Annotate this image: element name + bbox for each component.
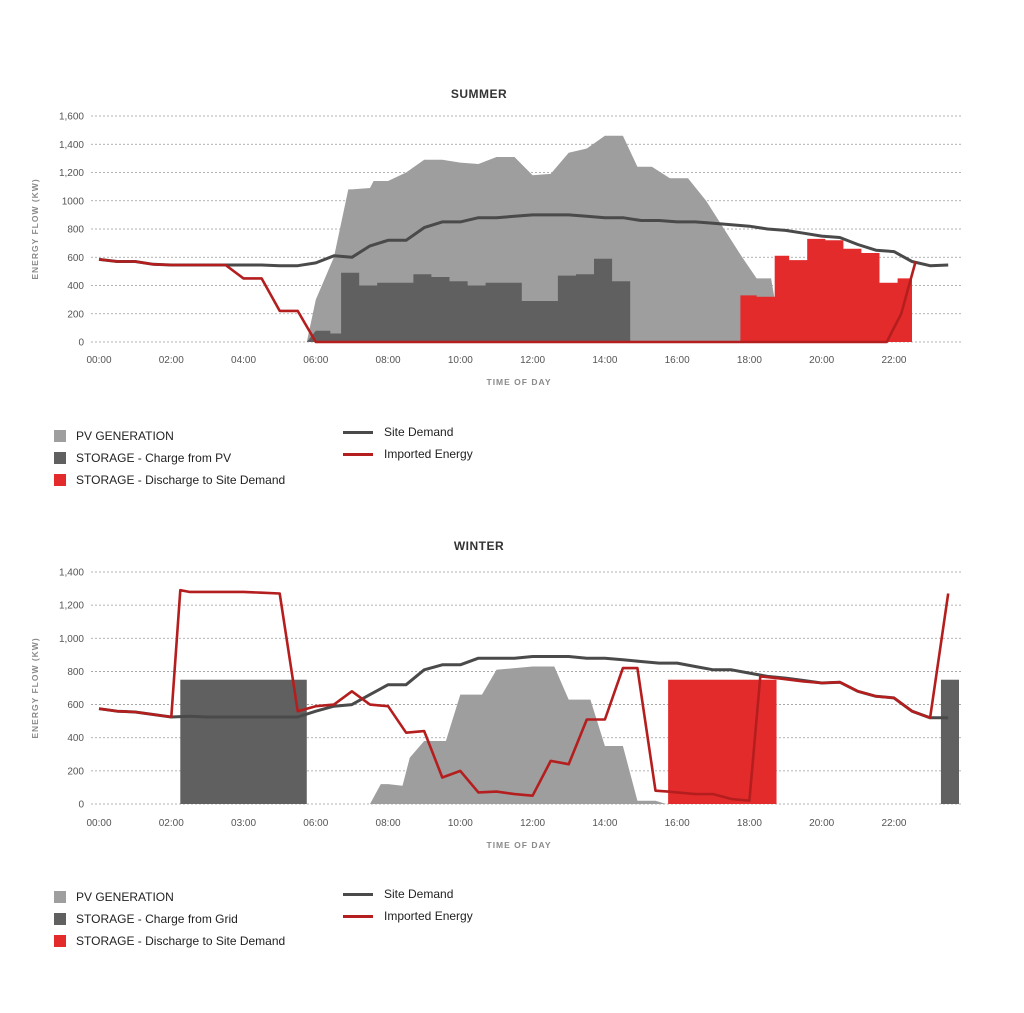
chart-title: SUMMER bbox=[451, 87, 507, 101]
y-tick-label: 1,400 bbox=[59, 568, 84, 579]
x-tick-label: 00:00 bbox=[86, 355, 111, 366]
y-tick-label: 400 bbox=[67, 281, 84, 292]
storage-discharge-area bbox=[740, 238, 912, 342]
x-tick-label: 12:00 bbox=[520, 355, 545, 366]
x-tick-label: 22:00 bbox=[881, 818, 906, 829]
legend-label: Site Demand bbox=[384, 887, 454, 901]
y-tick-label: 0 bbox=[78, 800, 84, 811]
y-tick-label: 1,000 bbox=[59, 634, 84, 645]
legend-line-imported-energy bbox=[343, 452, 373, 456]
legend-item-storage-charge: STORAGE - Charge from PV bbox=[54, 447, 285, 469]
legend-label: Imported Energy bbox=[384, 447, 473, 461]
legend-line-imported-energy bbox=[343, 914, 373, 918]
winter-legend-right: Site Demand Imported Energy bbox=[343, 883, 473, 927]
legend-item-site-demand: Site Demand bbox=[343, 421, 473, 443]
y-tick-label: 200 bbox=[67, 766, 84, 777]
storage-charge-from-grid-bar bbox=[180, 679, 307, 804]
chart-title: WINTER bbox=[454, 539, 504, 553]
y-tick-label: 400 bbox=[67, 733, 84, 744]
x-tick-label: 16:00 bbox=[665, 355, 690, 366]
y-tick-label: 600 bbox=[67, 253, 84, 264]
storage-charge-from-pv-area bbox=[306, 258, 631, 342]
x-tick-label: 18:00 bbox=[737, 818, 762, 829]
legend-item-pv-generation: PV GENERATION bbox=[54, 886, 285, 908]
x-tick-label: 20:00 bbox=[809, 355, 834, 366]
y-axis-label: ENERGY FLOW (KW) bbox=[30, 178, 40, 279]
y-tick-label: 200 bbox=[67, 309, 84, 320]
x-tick-label: 03:00 bbox=[231, 818, 256, 829]
legend-item-storage-discharge: STORAGE - Discharge to Site Demand bbox=[54, 930, 285, 952]
x-tick-label: 10:00 bbox=[448, 355, 473, 366]
y-tick-label: 800 bbox=[67, 225, 84, 236]
x-tick-label: 14:00 bbox=[592, 355, 617, 366]
imported-energy-line bbox=[98, 588, 950, 803]
x-tick-label: 08:00 bbox=[376, 818, 401, 829]
legend-label: Site Demand bbox=[384, 425, 454, 439]
x-axis-label: TIME OF DAY bbox=[487, 377, 552, 387]
summer-chart: SUMMER 0 200 400 600 800 1000 1,200 1,400 1,600 00… bbox=[30, 87, 963, 387]
y-tick-label: 1,200 bbox=[59, 601, 84, 612]
x-tick-label: 00:00 bbox=[86, 818, 111, 829]
summer-legend-right: Site Demand Imported Energy bbox=[343, 421, 473, 465]
legend-line-site-demand bbox=[343, 430, 373, 434]
legend-item-storage-charge: STORAGE - Charge from Grid bbox=[54, 908, 285, 930]
legend-swatch-storage bbox=[54, 452, 66, 464]
y-tick-label: 0 bbox=[78, 338, 84, 349]
legend-label: STORAGE - Discharge to Site Demand bbox=[76, 473, 286, 487]
x-tick-label: 20:00 bbox=[809, 818, 834, 829]
x-tick-label: 04:00 bbox=[231, 355, 256, 366]
legend-label: STORAGE - Charge from PV bbox=[76, 451, 232, 465]
legend-swatch-discharge bbox=[54, 474, 66, 486]
legend-swatch-pv bbox=[54, 891, 66, 903]
x-tick-label: 08:00 bbox=[376, 355, 401, 366]
legend-label: STORAGE - Discharge to Site Demand bbox=[76, 934, 286, 948]
y-tick-label: 1,600 bbox=[59, 112, 84, 123]
legend-item-pv-generation: PV GENERATION bbox=[54, 425, 285, 447]
imported-energy-line bbox=[98, 258, 917, 344]
y-tick-label: 1000 bbox=[62, 196, 85, 207]
y-axis-label: ENERGY FLOW (KW) bbox=[30, 637, 40, 738]
legend-item-imported-energy: Imported Energy bbox=[343, 443, 473, 465]
pv-generation-area bbox=[370, 666, 667, 804]
legend-label: STORAGE - Charge from Grid bbox=[76, 912, 238, 926]
legend-item-imported-energy: Imported Energy bbox=[343, 905, 473, 927]
x-tick-label: 22:00 bbox=[881, 355, 906, 366]
x-tick-label: 06:00 bbox=[303, 818, 328, 829]
legend-swatch-pv bbox=[54, 430, 66, 442]
x-tick-label: 10:00 bbox=[448, 818, 473, 829]
summer-legend-left: PV GENERATION STORAGE - Charge from PV S… bbox=[54, 425, 285, 491]
x-tick-label: 16:00 bbox=[665, 818, 690, 829]
winter-legend-left: PV GENERATION STORAGE - Charge from Grid… bbox=[54, 886, 285, 952]
legend-label: PV GENERATION bbox=[76, 890, 174, 904]
x-axis-label: TIME OF DAY bbox=[487, 840, 552, 850]
x-tick-label: 02:00 bbox=[159, 355, 184, 366]
legend-swatch-storage bbox=[54, 913, 66, 925]
x-tick-label: 12:00 bbox=[520, 818, 545, 829]
y-tick-label: 800 bbox=[67, 667, 84, 678]
x-tick-label: 14:00 bbox=[592, 818, 617, 829]
legend-swatch-discharge bbox=[54, 935, 66, 947]
y-tick-label: 1,400 bbox=[59, 140, 84, 151]
storage-discharge-bar bbox=[668, 679, 777, 804]
x-tick-label: 18:00 bbox=[737, 355, 762, 366]
legend-item-storage-discharge: STORAGE - Discharge to Site Demand bbox=[54, 469, 285, 491]
site-demand-line bbox=[98, 213, 949, 268]
legend-line-site-demand bbox=[343, 892, 373, 896]
legend-label: Imported Energy bbox=[384, 909, 473, 923]
y-tick-label: 1,200 bbox=[59, 168, 84, 179]
x-tick-label: 02:00 bbox=[159, 818, 184, 829]
y-tick-label: 600 bbox=[67, 700, 84, 711]
legend-item-site-demand: Site Demand bbox=[343, 883, 473, 905]
winter-chart: WINTER 0 200 400 600 800 1,000 1,200 1,400 00:00 0… bbox=[30, 539, 963, 850]
legend-label: PV GENERATION bbox=[76, 429, 174, 443]
x-tick-label: 06:00 bbox=[303, 355, 328, 366]
storage-charge-from-grid-bar bbox=[940, 679, 959, 804]
